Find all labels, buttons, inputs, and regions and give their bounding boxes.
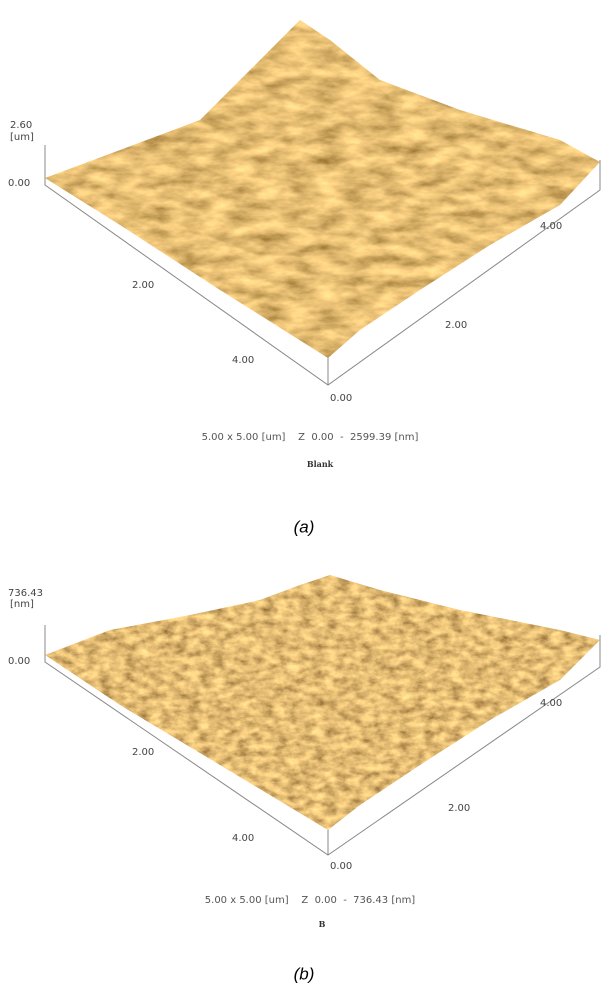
tick: 2.00 xyxy=(132,280,154,291)
panel-label: (a) xyxy=(294,517,315,536)
surface xyxy=(45,575,600,830)
tick: 4.00 xyxy=(232,355,254,366)
z-unit: [um] xyxy=(10,132,34,143)
tick: 4.00 xyxy=(540,221,562,232)
tick: 0.00 xyxy=(330,393,352,404)
tick: 2.00 xyxy=(132,747,154,758)
caption: 5.00 x 5.00 [um] Z 0.00 - 736.43 [nm] xyxy=(205,895,416,906)
panel-a: 2.60 [um] 0.00 2.00 4.00 0.00 2.00 4.00 … xyxy=(8,20,601,536)
panel-b: 736.43 [nm] 0.00 2.00 4.00 0.00 2.00 4.0… xyxy=(8,575,601,983)
caption: 5.00 x 5.00 [um] Z 0.00 - 2599.39 [nm] xyxy=(202,432,419,443)
tick: 0.00 xyxy=(330,861,352,872)
tick: 4.00 xyxy=(232,833,254,844)
sample-name: B xyxy=(319,919,326,929)
z-unit: [nm] xyxy=(10,599,34,610)
panel-label: (b) xyxy=(294,964,315,983)
tick: 4.00 xyxy=(540,698,562,709)
z-top: 2.60 xyxy=(10,120,32,131)
z-zero: 0.00 xyxy=(8,178,30,189)
surface xyxy=(45,20,600,358)
tick: 2.00 xyxy=(448,803,470,814)
z-zero: 0.00 xyxy=(8,656,30,667)
sample-name: Blank xyxy=(307,459,334,469)
z-top: 736.43 xyxy=(8,588,43,599)
tick: 2.00 xyxy=(445,320,467,331)
